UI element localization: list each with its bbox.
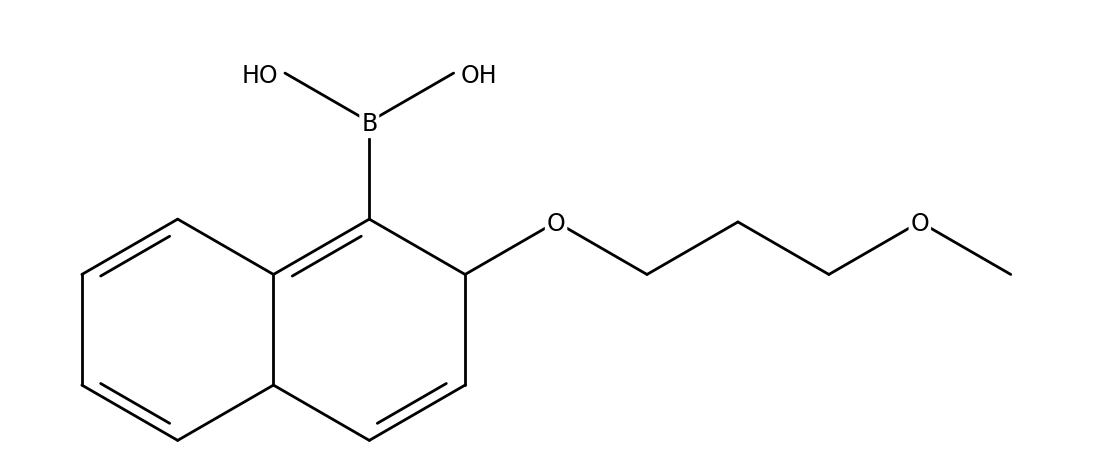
Text: O: O <box>547 212 565 237</box>
Text: OH: OH <box>461 64 497 88</box>
Text: HO: HO <box>241 64 279 88</box>
Text: B: B <box>361 112 377 136</box>
Text: O: O <box>910 212 929 237</box>
